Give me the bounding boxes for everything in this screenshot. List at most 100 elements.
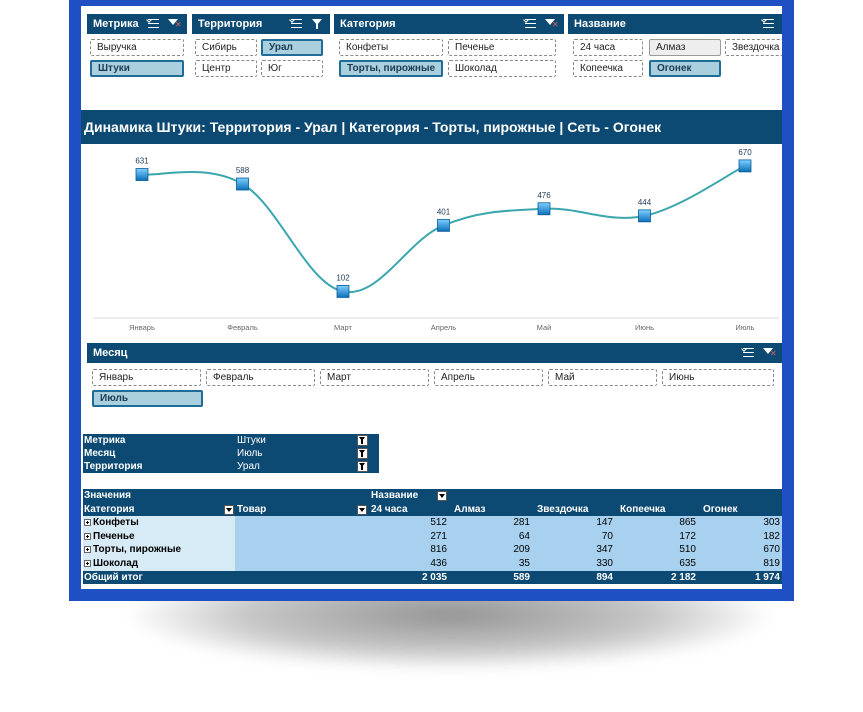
filter-label: Метрика (84, 435, 126, 446)
data-point-marker (638, 209, 651, 223)
category-slicer-header: Категория (334, 14, 564, 34)
dashboard-frame: Метрика Выручка Штуки Территория (69, 0, 794, 601)
value-cell: 209 (513, 544, 530, 556)
slicer-item-torty[interactable]: Торты, пирожные (339, 60, 443, 77)
slicer-item-april[interactable]: Апрель (434, 369, 543, 386)
clear-filter-icon[interactable] (167, 14, 182, 34)
slicer-item-july[interactable]: Июль (92, 390, 203, 407)
slicer-item-shtuki[interactable]: Штуки (90, 60, 184, 77)
excel-sheet: Метрика Выручка Штуки Территория (81, 6, 782, 589)
pivot-header-row-2: Категория Товар 24 часа Алмаз Звездочка … (83, 502, 782, 517)
data-label: 102 (336, 273, 350, 282)
row-label[interactable]: Шоколад (83, 556, 236, 571)
data-label: 444 (638, 198, 652, 207)
column-field-dropdown-icon[interactable] (437, 491, 447, 501)
value-cell: 70 (601, 530, 613, 542)
total-cell: 2 035 (421, 571, 447, 583)
data-point-marker (336, 285, 350, 298)
slicer-item-shokolad[interactable]: Шоколад (448, 60, 556, 77)
value-cell: 819 (763, 557, 780, 569)
filter-label: Месяц (84, 448, 116, 459)
name-slicer-title: Название (574, 18, 626, 30)
month-slicer-header: Месяц (87, 343, 782, 363)
row-label[interactable]: Торты, пирожные (83, 543, 236, 558)
value-cell: 670 (763, 544, 780, 556)
slicer-item-kopeechka[interactable]: Копеечка (573, 60, 643, 77)
filter-dropdown-icon[interactable] (357, 461, 368, 472)
data-point-marker (738, 159, 752, 173)
slicer-item-zvezdochka[interactable]: Звездочка (725, 39, 782, 56)
multi-select-icon[interactable] (290, 14, 304, 34)
total-cell: 894 (596, 571, 613, 583)
expand-icon[interactable] (84, 519, 91, 527)
metric-slicer-title: Метрика (93, 18, 139, 30)
expand-icon[interactable] (84, 546, 91, 554)
column-field-label: Название (371, 490, 419, 501)
second-field-dropdown-icon[interactable] (357, 504, 367, 515)
multi-select-icon[interactable] (762, 14, 776, 34)
row-field-dropdown-icon[interactable] (224, 504, 234, 515)
x-tick-label: Апрель (431, 323, 457, 332)
slicer-item-almaz[interactable]: Алмаз (649, 39, 721, 56)
slicer-item-ogonek[interactable]: Огонек (649, 60, 721, 77)
product-cell (235, 556, 365, 571)
filter-dropdown-icon[interactable] (357, 448, 368, 459)
slicer-item-ural[interactable]: Урал (261, 39, 323, 56)
filter-value: Штуки (237, 435, 266, 446)
name-slicer: Название 24 часа Алмаз Звездочка Копеечк… (568, 14, 782, 86)
pivot-filters: Метрика Штуки Месяц Июль Территория Урал (83, 434, 379, 473)
category-slicer-title: Категория (340, 18, 396, 30)
slicer-item-march[interactable]: Март (320, 369, 429, 386)
row-label[interactable]: Печенье (83, 529, 236, 545)
expand-icon[interactable] (84, 532, 91, 540)
value-cell: 35 (518, 557, 530, 569)
clear-filter-icon[interactable] (762, 343, 777, 363)
value-cell: 182 (763, 530, 780, 542)
x-tick-label: Январь (129, 323, 155, 332)
x-tick-label: Февраль (227, 323, 258, 332)
x-tick-label: Май (537, 323, 552, 332)
column-header: 24 часа (371, 503, 408, 515)
slicer-item-vyruchka[interactable]: Выручка (90, 39, 184, 56)
x-tick-label: Март (334, 323, 353, 332)
filter-dropdown-icon[interactable] (357, 435, 368, 446)
total-cell: 589 (513, 571, 530, 583)
slicer-item-may[interactable]: Май (548, 369, 657, 386)
slicer-item-june[interactable]: Июнь (662, 369, 774, 386)
data-point-marker (135, 168, 149, 181)
slicer-item-january[interactable]: Январь (92, 369, 201, 386)
expand-icon[interactable] (84, 559, 91, 567)
month-slicer: Месяц Январь Февраль Март Апрель Май Июн… (87, 343, 782, 409)
grand-total-label: Общий итог (84, 571, 143, 583)
filter-icon[interactable] (310, 14, 324, 34)
pivot-header-row-1: Значения Название (83, 489, 782, 503)
table-row: Печенье 271 64 70 172 182 (83, 529, 782, 545)
slicer-item-february[interactable]: Февраль (206, 369, 315, 386)
territory-slicer: Территория Сибирь Урал Центр Юг (192, 14, 330, 86)
second-field-label: Товар (237, 503, 267, 515)
x-tick-label: Июль (735, 323, 754, 332)
slicer-item-konfety[interactable]: Конфеты (339, 39, 443, 56)
value-cell: 635 (679, 557, 696, 569)
column-header: Звездочка (537, 503, 589, 515)
filter-row-metric: Метрика Штуки (83, 434, 379, 447)
x-tick-label: Июнь (635, 323, 654, 332)
row-label[interactable]: Конфеты (83, 516, 236, 531)
multi-select-icon[interactable] (147, 14, 161, 34)
slicer-item-tsentr[interactable]: Центр (195, 60, 257, 77)
slicer-item-pechenye[interactable]: Печенье (448, 39, 556, 56)
data-point-marker (537, 202, 551, 216)
slicer-item-24-chasa[interactable]: 24 часа (573, 39, 643, 56)
category-slicer: Категория Конфеты Печенье Торты, пирожны… (334, 14, 564, 86)
values-label: Значения (84, 490, 132, 501)
slicer-item-sibir[interactable]: Сибирь (195, 39, 257, 56)
grand-total-row: Общий итог 2 035 589 894 2 182 1 974 (83, 570, 782, 585)
clear-filter-icon[interactable] (544, 14, 559, 34)
data-label: 631 (135, 157, 149, 166)
slicer-item-yug[interactable]: Юг (261, 60, 323, 77)
multi-select-icon[interactable] (742, 343, 756, 363)
multi-select-icon[interactable] (524, 14, 538, 34)
territory-slicer-header: Территория (192, 14, 330, 34)
column-header: Копеечка (620, 503, 666, 515)
line-chart[interactable]: 631 588 102 401 476 444 670 Январь Февраль Март Ап… (81, 146, 782, 336)
